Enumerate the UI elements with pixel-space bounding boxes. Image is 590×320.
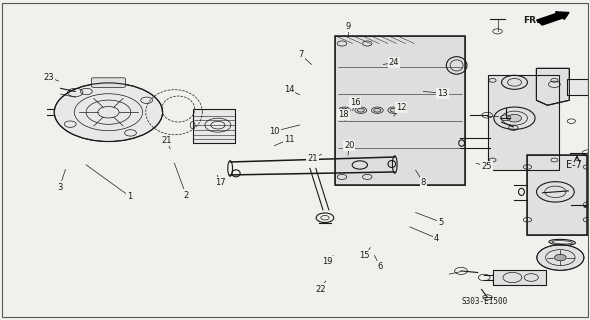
Text: 22: 22 xyxy=(315,284,326,293)
Bar xyxy=(527,155,587,235)
Text: 1: 1 xyxy=(127,192,133,201)
Text: 24: 24 xyxy=(389,58,399,67)
Bar xyxy=(487,76,559,170)
Bar xyxy=(335,36,464,185)
Circle shape xyxy=(390,108,397,112)
FancyArrow shape xyxy=(536,12,569,25)
Text: 11: 11 xyxy=(284,135,294,144)
Circle shape xyxy=(507,114,522,122)
Text: 15: 15 xyxy=(359,251,370,260)
Text: 19: 19 xyxy=(322,258,333,267)
Bar xyxy=(192,109,235,143)
Text: 6: 6 xyxy=(378,262,383,271)
Text: 18: 18 xyxy=(338,110,349,119)
Text: S303-E1500: S303-E1500 xyxy=(461,297,508,306)
Text: 20: 20 xyxy=(344,141,355,150)
Bar xyxy=(568,79,588,95)
Polygon shape xyxy=(536,68,569,105)
Bar xyxy=(493,270,546,285)
Text: 21: 21 xyxy=(162,136,172,145)
Text: 2: 2 xyxy=(183,190,189,200)
Text: 4: 4 xyxy=(434,234,439,243)
Bar xyxy=(527,155,587,235)
Text: 7: 7 xyxy=(298,50,304,59)
Text: FR.: FR. xyxy=(523,16,540,25)
Bar xyxy=(335,36,464,185)
Circle shape xyxy=(555,254,566,261)
Text: 5: 5 xyxy=(438,218,444,227)
Text: E-7: E-7 xyxy=(566,160,582,170)
Text: 23: 23 xyxy=(44,73,54,82)
Circle shape xyxy=(358,108,365,112)
Text: 25: 25 xyxy=(481,162,491,171)
Circle shape xyxy=(373,108,381,112)
FancyBboxPatch shape xyxy=(91,78,126,87)
Text: 13: 13 xyxy=(437,89,447,98)
Text: 8: 8 xyxy=(421,178,426,187)
Bar xyxy=(493,270,546,285)
Circle shape xyxy=(341,108,348,112)
Text: 17: 17 xyxy=(215,178,225,187)
Text: 21: 21 xyxy=(307,154,318,163)
Text: 14: 14 xyxy=(284,85,294,94)
Text: 3: 3 xyxy=(57,183,62,192)
Circle shape xyxy=(537,245,584,270)
Bar xyxy=(487,76,559,170)
Text: 10: 10 xyxy=(269,127,280,136)
Bar xyxy=(192,109,235,143)
Text: 16: 16 xyxy=(350,98,360,107)
Bar xyxy=(568,79,588,95)
Circle shape xyxy=(54,83,163,141)
Text: 12: 12 xyxy=(396,103,406,112)
Text: 9: 9 xyxy=(345,22,350,31)
